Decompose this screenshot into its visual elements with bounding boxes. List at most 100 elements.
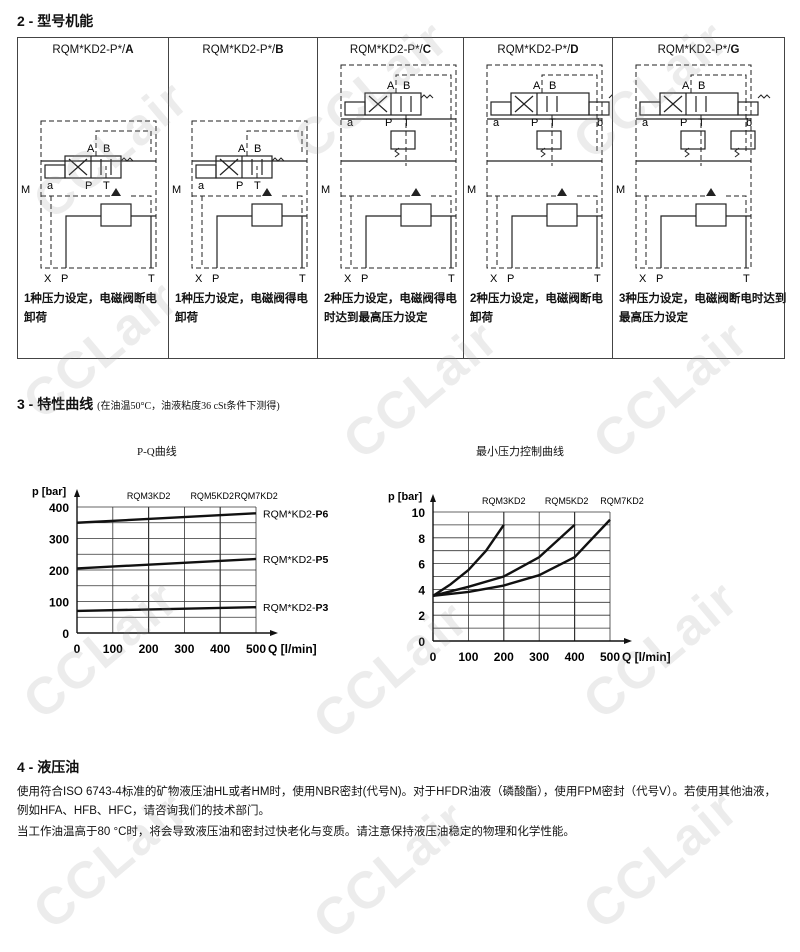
flow-arrow-icon xyxy=(695,96,707,112)
hydraulic-schematic: A Ba P TMX P T xyxy=(172,120,308,285)
pilot-cone-icon xyxy=(262,188,272,196)
port-label-t: T xyxy=(448,273,455,285)
series-line xyxy=(76,557,257,570)
pilot-line xyxy=(395,74,452,166)
section-4-title: 4 - 液压油 xyxy=(17,759,80,775)
y-axis-arrow-icon xyxy=(74,489,80,497)
main-relief-valve-icon xyxy=(100,203,132,227)
y-axis-label: p [bar] xyxy=(388,491,423,503)
pilot-cone-icon xyxy=(706,188,716,196)
port-label-p: P xyxy=(385,117,392,129)
port-label-t: T xyxy=(148,273,155,285)
pilot-line xyxy=(541,74,598,166)
port-label-a: A xyxy=(682,80,690,92)
port-label-a: A xyxy=(387,80,395,92)
relief-valve-icon xyxy=(730,130,756,150)
min-pressure-chart-title: 最小压力控制曲线 xyxy=(476,446,564,458)
series-label: RQM*KD2-P3 xyxy=(263,602,329,614)
y-tick-label: 4 xyxy=(418,583,425,597)
solenoid-icon xyxy=(639,101,661,116)
hydraulic-schematic: A Ba P TMX P T xyxy=(321,64,457,285)
port-label-m: M xyxy=(616,184,625,196)
pilot-cone-icon xyxy=(557,188,567,196)
spring-icon xyxy=(757,94,771,99)
pq-chart-title: P-Q曲线 xyxy=(137,446,177,458)
solenoid-icon xyxy=(344,101,366,116)
port-label-b: B xyxy=(698,80,705,92)
port-label-b: B xyxy=(403,80,410,92)
y-axis-label: p [bar] xyxy=(32,486,67,498)
solenoid-icon xyxy=(737,101,759,116)
x-tick-label: 100 xyxy=(458,650,478,664)
main-relief-valve-icon xyxy=(546,203,578,227)
solenoid-icon xyxy=(490,101,512,116)
y-tick-label: 6 xyxy=(418,558,425,572)
port-label-m: M xyxy=(321,184,330,196)
port-label-p: P xyxy=(85,180,92,192)
solenoid-label-a: a xyxy=(198,180,205,192)
port-label-x: X xyxy=(344,273,352,285)
spring-icon xyxy=(271,157,285,162)
port-label-x: X xyxy=(639,273,647,285)
pilot-line xyxy=(246,130,303,178)
y-tick-label: 400 xyxy=(49,501,69,515)
port-label-a: A xyxy=(87,143,95,155)
cell-title: RQM*KD2-P*/A xyxy=(52,44,134,56)
valve-body xyxy=(364,92,422,116)
solenoid-icon xyxy=(588,101,610,116)
cell-description: 3种压力设定，电磁阀断电时达到最高压力设定 xyxy=(619,293,787,324)
valve-body xyxy=(64,155,122,179)
port-label-t: T xyxy=(698,117,705,129)
section-3-title: 3 - 特性曲线 (在油温50°C，油液粘度36 cSt条件下测得) xyxy=(17,394,280,414)
series-label: RQM*KD2-P5 xyxy=(263,554,329,566)
port-label-t: T xyxy=(254,180,261,192)
outline-frame xyxy=(340,64,457,269)
port-label-m: M xyxy=(172,184,181,196)
main-line xyxy=(365,215,456,268)
solenoid-label-b: b xyxy=(597,117,603,129)
pilot-line xyxy=(636,195,747,268)
pilot-line xyxy=(41,195,152,268)
spring-icon xyxy=(394,147,400,158)
valve-body xyxy=(215,155,273,179)
port-label-t: T xyxy=(299,273,306,285)
y-tick-label: 300 xyxy=(49,533,69,547)
solenoid-label-a: a xyxy=(347,117,354,129)
pilot-cone-icon xyxy=(411,188,421,196)
pq-chart: 0 100 200 300 400 500 0 100 200 300 400 Q [l/min] p … xyxy=(32,486,329,656)
spring-icon xyxy=(540,147,546,158)
port-label-x: X xyxy=(195,273,203,285)
main-line xyxy=(65,215,156,268)
valve-body xyxy=(659,92,739,116)
solenoid-label-b: b xyxy=(746,117,752,129)
flow-arrow-icon xyxy=(100,159,112,175)
solenoid-icon xyxy=(44,164,66,179)
section-3-heading: 3 - 特性曲线 xyxy=(17,396,94,412)
x-tick-label: 400 xyxy=(210,642,230,656)
y-tick-label: 10 xyxy=(412,506,426,520)
spring-icon xyxy=(734,147,740,158)
port-label-a: A xyxy=(533,80,541,92)
y-tick-label: 0 xyxy=(62,627,69,641)
port-label-p: P xyxy=(361,273,368,285)
main-line xyxy=(660,215,751,268)
model-label: RQM7KD2 xyxy=(234,491,278,501)
port-label-t: T xyxy=(594,273,601,285)
x-tick-label: 400 xyxy=(565,650,585,664)
port-label-b: B xyxy=(103,143,110,155)
port-label-x: X xyxy=(44,273,52,285)
main-line xyxy=(511,215,602,268)
port-label-t: T xyxy=(403,117,410,129)
x-tick-label: 300 xyxy=(174,642,194,656)
cell-description: 2种压力设定，电磁阀断电卸荷 xyxy=(470,293,603,324)
section-2-title: 2 - 型号机能 xyxy=(17,13,94,29)
x-axis-label: Q [l/min] xyxy=(268,642,317,656)
cell-title: RQM*KD2-P*/D xyxy=(497,44,579,56)
series-line xyxy=(76,605,257,613)
relief-valve-icon xyxy=(680,130,706,150)
solenoid-label-a: a xyxy=(493,117,500,129)
